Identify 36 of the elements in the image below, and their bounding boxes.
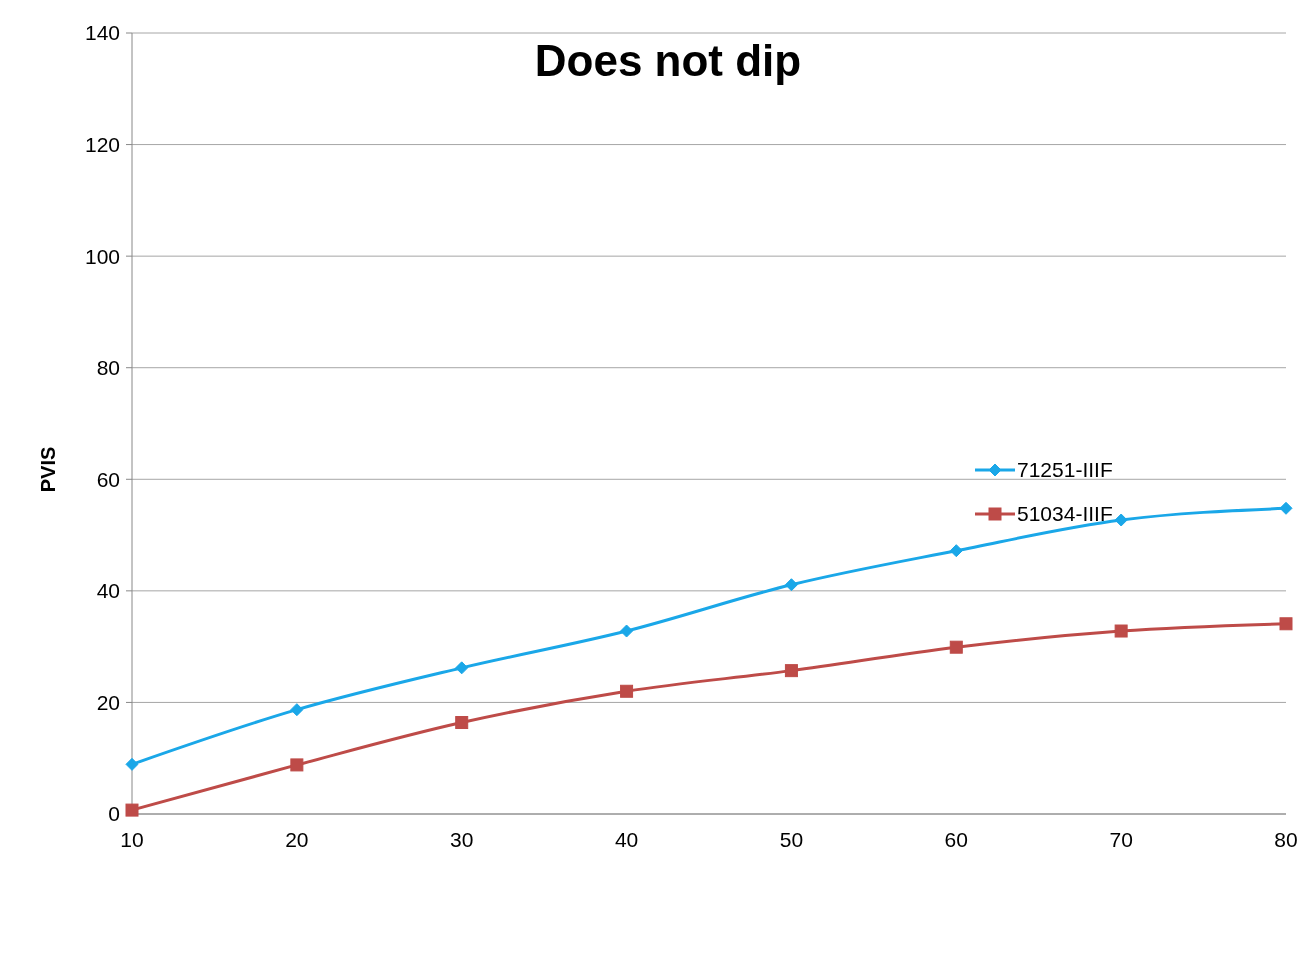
- x-tick-label: 60: [944, 827, 968, 851]
- x-tick-label: 40: [614, 827, 639, 851]
- y-tick-label: 0: [108, 802, 120, 826]
- point: [784, 664, 798, 678]
- legend-label: 51034-IIIF: [1017, 502, 1113, 526]
- point: [949, 544, 963, 558]
- point: [125, 757, 139, 771]
- point: [784, 578, 798, 592]
- x-tick-label: 50: [779, 827, 804, 851]
- y-axis-title: PVIS: [37, 446, 61, 493]
- y-tick-label: 120: [84, 133, 120, 157]
- y-tick-label: 80: [96, 356, 120, 380]
- y-tick-label: 60: [96, 467, 120, 491]
- x-tick-label: 80: [1274, 827, 1298, 851]
- chart-title: Does not dip: [533, 36, 803, 86]
- point: [1114, 513, 1128, 527]
- x-tick-label: 10: [120, 827, 144, 851]
- point: [949, 640, 963, 654]
- x-tick-label: 30: [450, 827, 474, 851]
- point: [290, 758, 304, 772]
- point: [620, 684, 634, 698]
- point: [455, 661, 469, 675]
- point: [1279, 501, 1293, 515]
- y-tick-label: 20: [96, 690, 120, 714]
- point: [1114, 624, 1128, 638]
- point: [125, 803, 139, 817]
- point: [1279, 617, 1293, 631]
- x-tick-label: 20: [285, 827, 309, 851]
- point: [290, 703, 304, 717]
- point: [620, 624, 634, 638]
- x-tick-label: 70: [1109, 827, 1133, 851]
- y-tick-label: 40: [96, 579, 120, 603]
- legend-label: 71251-IIIF: [1017, 458, 1113, 482]
- y-tick-label: 100: [84, 244, 120, 268]
- y-tick-label: 140: [84, 21, 120, 45]
- point: [455, 716, 469, 730]
